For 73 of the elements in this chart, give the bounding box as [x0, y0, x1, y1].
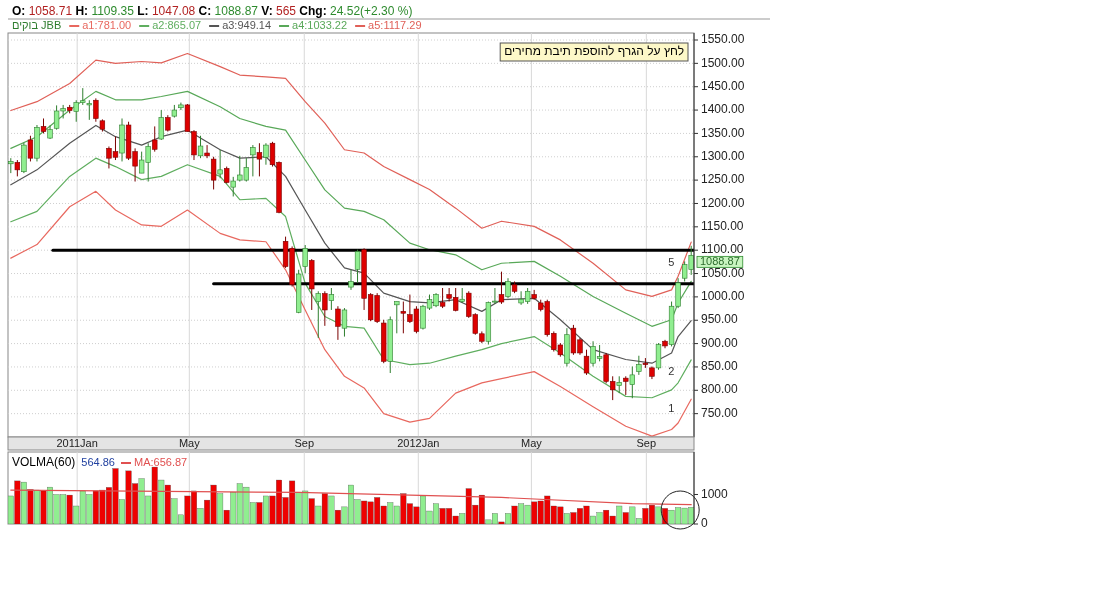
- candlestick: [204, 144, 210, 159]
- x-tick-label: Sep: [636, 436, 657, 449]
- y-tick-label: 1350.00: [701, 125, 745, 140]
- annotation: 564.86: [81, 455, 116, 468]
- candlestick: [315, 290, 321, 339]
- chart-title: VOLMA(60): [12, 455, 76, 470]
- x-tick-label: 2011Jan: [56, 436, 98, 449]
- text: 1088.87: [700, 255, 740, 268]
- y-tick-label: 1550.00: [701, 32, 745, 47]
- candlestick: [250, 144, 256, 177]
- candlestick: [86, 99, 92, 121]
- y-tick-label: 0: [701, 516, 708, 531]
- candlestick: [27, 135, 34, 162]
- y-tick-label: 1250.00: [701, 172, 745, 187]
- y-tick-label: 900.00: [701, 335, 739, 350]
- candlestick: [348, 269, 354, 291]
- line-series: [10, 90, 692, 327]
- annotation: 1: [668, 401, 675, 414]
- chart-title: O: 1058.71 H: 1109.35 L: 1047.08 C: 1088.87 V: 565 Chg: 24.52(+2.30 %): [12, 4, 413, 19]
- candlestick: [158, 109, 164, 141]
- y-tick-label: 1200.00: [701, 195, 745, 210]
- candlestick: [210, 156, 217, 190]
- legend-label: a3:949.14: [222, 18, 272, 31]
- line-series: [10, 190, 692, 437]
- candlestick: [636, 355, 642, 376]
- candlestick: [629, 365, 635, 399]
- y-tick-label: 1300.00: [701, 148, 745, 163]
- candlestick: [197, 135, 204, 159]
- candlestick: [256, 142, 263, 177]
- candlestick: [328, 287, 335, 311]
- y-tick-label: 1450.00: [701, 78, 745, 93]
- legend-label: a1:781.00: [82, 18, 132, 31]
- candlestick: [217, 149, 223, 179]
- legend-label: a2:865.07: [152, 18, 202, 31]
- y-tick-label: 750.00: [701, 405, 739, 420]
- x-tick-label: May: [520, 436, 543, 449]
- candlestick: [263, 142, 269, 166]
- candlestick: [400, 301, 406, 334]
- candlestick: [394, 301, 400, 334]
- candlestick: [623, 375, 629, 396]
- y-tick-label: 1400.00: [701, 102, 745, 117]
- y-tick-label: 1100.00: [701, 242, 744, 257]
- y-tick-label: 1000: [701, 486, 729, 501]
- candlestick: [354, 249, 361, 284]
- y-tick-label: 800.00: [701, 382, 739, 397]
- y-tick-label: 1500.00: [701, 55, 745, 70]
- legend-label: MA:656.87: [134, 455, 188, 468]
- x-tick-label: Sep: [294, 436, 315, 449]
- candlestick: [505, 277, 511, 299]
- candlestick: [341, 307, 348, 338]
- candlestick: [583, 349, 590, 376]
- candlestick: [152, 125, 158, 153]
- annotation: לחץ על הגרף להוספת תיבת מחירים: [504, 44, 684, 59]
- y-tick-label: 1150.00: [701, 219, 744, 233]
- annotation: 2: [668, 365, 675, 378]
- legend-label: a5:1117.29: [368, 18, 422, 31]
- candlestick: [322, 290, 328, 327]
- y-tick-label: 850.00: [701, 359, 739, 374]
- y-tick-label: 1050.00: [701, 265, 745, 280]
- candlestick: [93, 97, 99, 123]
- y-tick-label: 950.00: [701, 312, 739, 327]
- candlestick: [335, 305, 341, 341]
- x-tick-label: May: [178, 436, 201, 449]
- candlestick: [439, 287, 446, 309]
- line-series: [10, 157, 692, 399]
- x-tick-label: 2012Jan: [397, 436, 440, 449]
- candlestick: [302, 244, 308, 274]
- legend-label: a4:1033.22: [292, 18, 348, 31]
- y-tick-label: 1000.00: [701, 289, 745, 304]
- candlestick: [655, 342, 662, 371]
- annotation: 5: [668, 256, 675, 269]
- legend-title: בוקים JBB: [12, 18, 62, 31]
- candlestick: [498, 271, 505, 305]
